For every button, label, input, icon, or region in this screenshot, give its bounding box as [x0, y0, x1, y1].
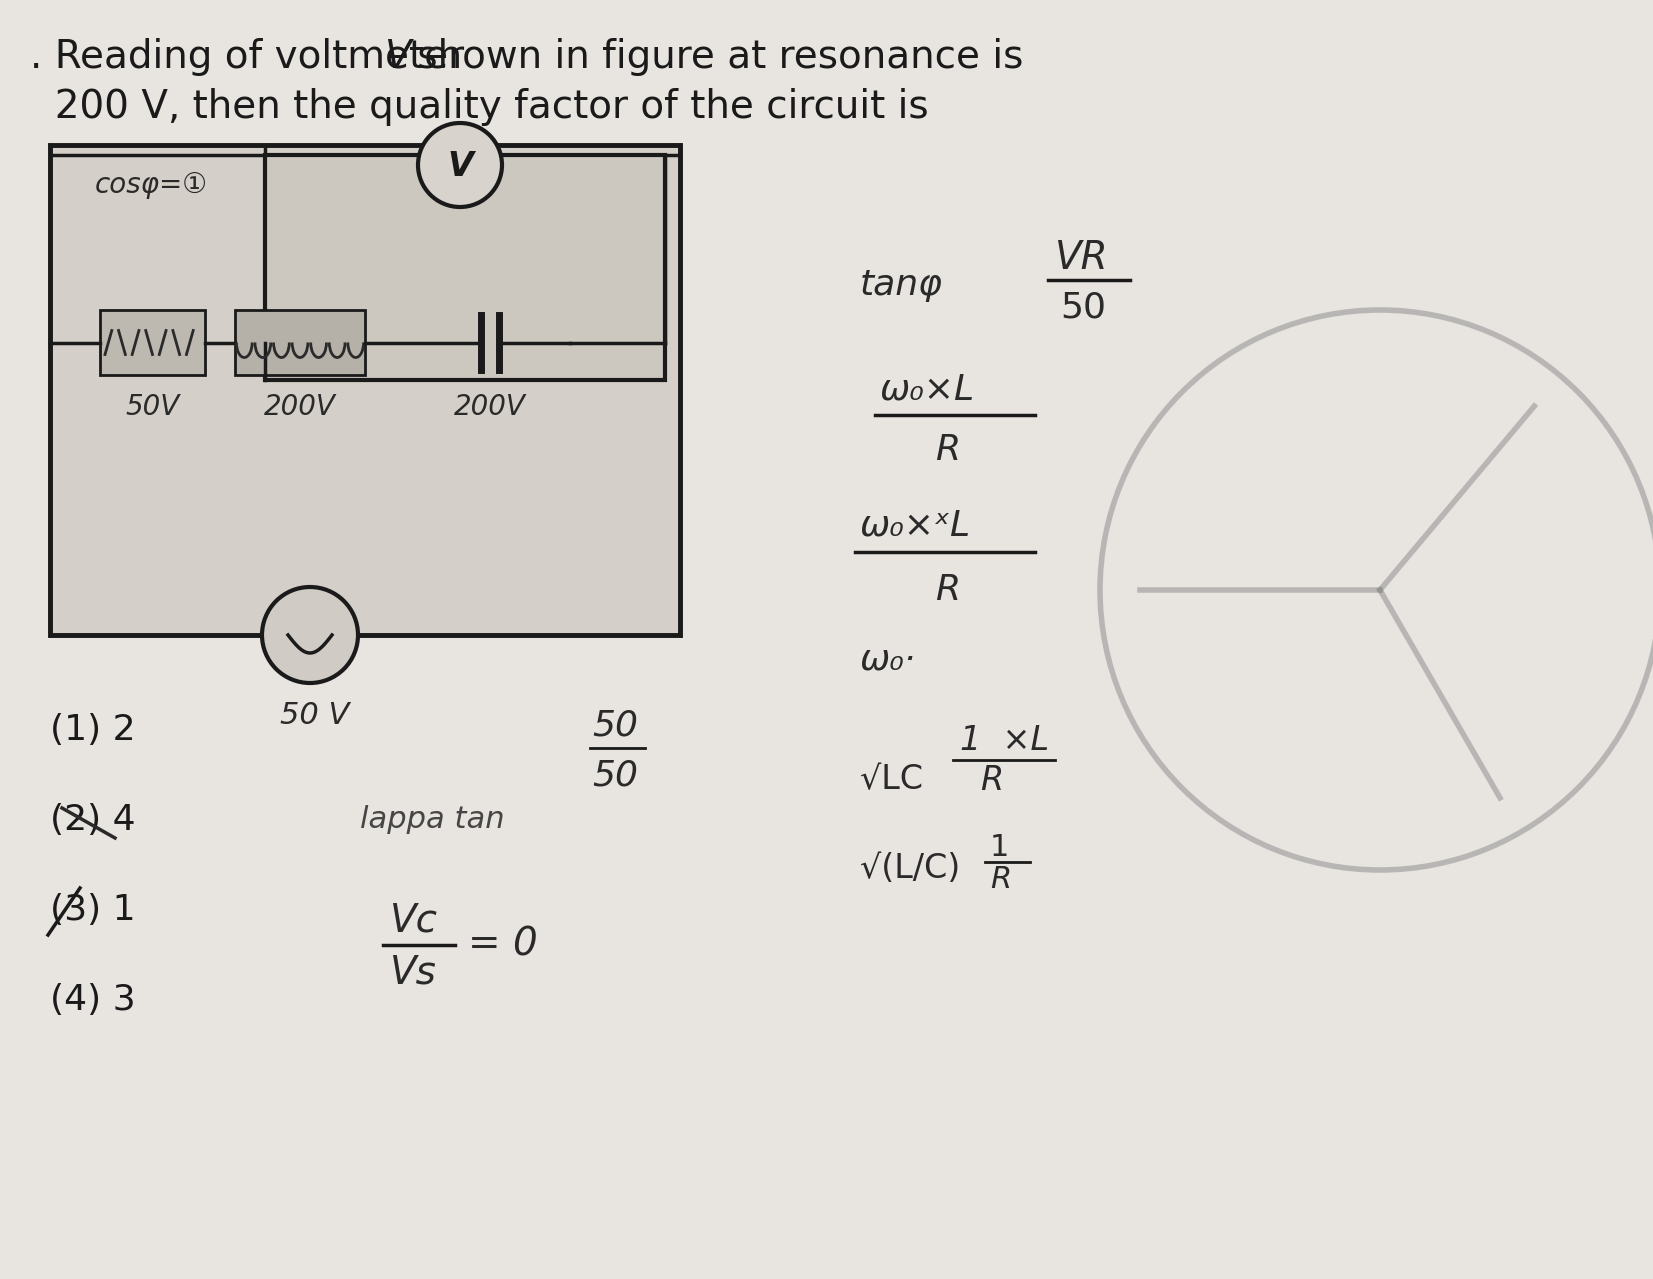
- Text: shown in figure at resonance is: shown in figure at resonance is: [405, 38, 1023, 75]
- Text: (3) 1: (3) 1: [50, 893, 136, 927]
- Text: 200V: 200V: [264, 393, 336, 421]
- Text: ω₀·: ω₀·: [860, 643, 916, 677]
- Text: 50V: 50V: [126, 393, 180, 421]
- Text: 200V: 200V: [455, 393, 526, 421]
- Bar: [50, 145, 679, 634]
- Text: √LC: √LC: [860, 764, 922, 797]
- Text: 50: 50: [592, 709, 638, 742]
- Text: R: R: [936, 573, 960, 608]
- Text: 200 V, then the quality factor of the circuit is: 200 V, then the quality factor of the ci…: [30, 88, 929, 127]
- Text: R: R: [990, 866, 1012, 894]
- Text: 50 V: 50 V: [281, 701, 350, 730]
- Text: lappa tan: lappa tan: [360, 806, 504, 834]
- Text: Vs: Vs: [390, 953, 436, 991]
- Bar: [235, 310, 365, 375]
- Text: Vc: Vc: [390, 900, 438, 939]
- Text: (4) 3: (4) 3: [50, 984, 136, 1017]
- Bar: [99, 310, 205, 375]
- Text: tanφ: tanφ: [860, 269, 942, 302]
- Bar: [264, 155, 665, 380]
- Text: . Reading of voltmeter: . Reading of voltmeter: [30, 38, 476, 75]
- Circle shape: [418, 123, 503, 207]
- Text: R: R: [980, 764, 1003, 797]
- Text: = 0: = 0: [468, 926, 537, 964]
- Text: 1  ×L: 1 ×L: [960, 724, 1050, 756]
- Text: ω₀×ˣL: ω₀×ˣL: [860, 508, 970, 542]
- Circle shape: [261, 587, 359, 683]
- Text: (1) 2: (1) 2: [50, 712, 136, 747]
- Text: (2) 4: (2) 4: [50, 803, 136, 836]
- Text: VR: VR: [1055, 239, 1109, 278]
- Text: 1: 1: [990, 834, 1010, 862]
- Text: 50: 50: [1060, 292, 1106, 325]
- Text: cosφ=①: cosφ=①: [94, 171, 208, 200]
- Text: 50: 50: [592, 758, 638, 792]
- Text: R: R: [936, 434, 960, 467]
- Text: √(L/C): √(L/C): [860, 852, 960, 885]
- Text: ω₀×L: ω₀×L: [879, 373, 975, 407]
- Text: V: V: [446, 151, 473, 183]
- Text: V: V: [385, 38, 412, 75]
